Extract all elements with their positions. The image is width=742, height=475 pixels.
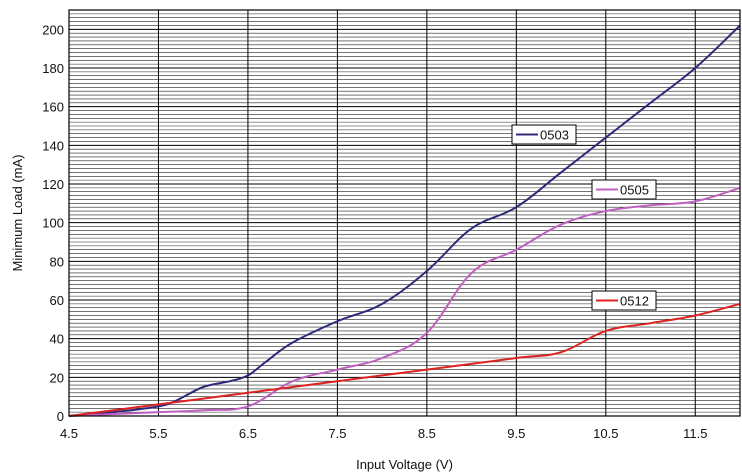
y-tick-label: 160 <box>42 100 64 115</box>
y-tick-label: 140 <box>42 138 64 153</box>
series-label-box <box>591 290 657 311</box>
series-labels: 0503 0505 0512 <box>511 124 657 311</box>
x-tick-label: 4.5 <box>60 426 78 441</box>
x-tick-label: 5.5 <box>149 426 167 441</box>
x-axis-title: Input Voltage (V) <box>356 457 453 472</box>
y-tick-label: 200 <box>42 22 64 37</box>
x-tick-labels: 4.5 5.5 6.5 7.5 8.5 9.5 10.5 11.5 <box>60 426 707 441</box>
x-tick-label: 11.5 <box>683 426 707 441</box>
x-tick-label: 10.5 <box>593 426 618 441</box>
y-tick-label: 100 <box>42 216 64 231</box>
y-tick-label: 40 <box>50 332 64 347</box>
series-line-0505 <box>68 186 741 417</box>
y-tick-label: 180 <box>42 61 64 76</box>
y-tick-label: 80 <box>50 254 64 269</box>
series-label-0505: 0505 <box>591 179 657 200</box>
x-tick-label: 6.5 <box>239 426 257 441</box>
series-line-0503 <box>68 24 741 417</box>
grid <box>68 9 740 417</box>
x-tick-label: 9.5 <box>507 426 525 441</box>
y-tick-labels: 0 20 40 60 80 100 120 140 160 180 200 <box>42 22 64 424</box>
series-label-0512: 0512 <box>591 290 657 311</box>
y-axis-title: Minimum Load (mA) <box>10 154 25 271</box>
series-label-box <box>511 124 577 145</box>
plot-frame <box>68 9 741 417</box>
y-tick-label: 120 <box>42 177 64 192</box>
y-tick-label: 60 <box>50 293 64 308</box>
series-line-0512 <box>68 302 741 417</box>
x-tick-label: 8.5 <box>418 426 436 441</box>
series-label-text: 0503 <box>540 128 569 143</box>
y-tick-label: 0 <box>57 409 64 424</box>
series-label-0503: 0503 <box>511 124 577 145</box>
x-tick-label: 7.5 <box>328 426 346 441</box>
series-lines <box>68 24 741 417</box>
y-tick-label: 20 <box>50 370 64 385</box>
series-label-box <box>591 179 657 200</box>
series-label-text: 0505 <box>620 183 649 198</box>
series-label-text: 0512 <box>620 294 649 309</box>
axes <box>68 9 741 417</box>
